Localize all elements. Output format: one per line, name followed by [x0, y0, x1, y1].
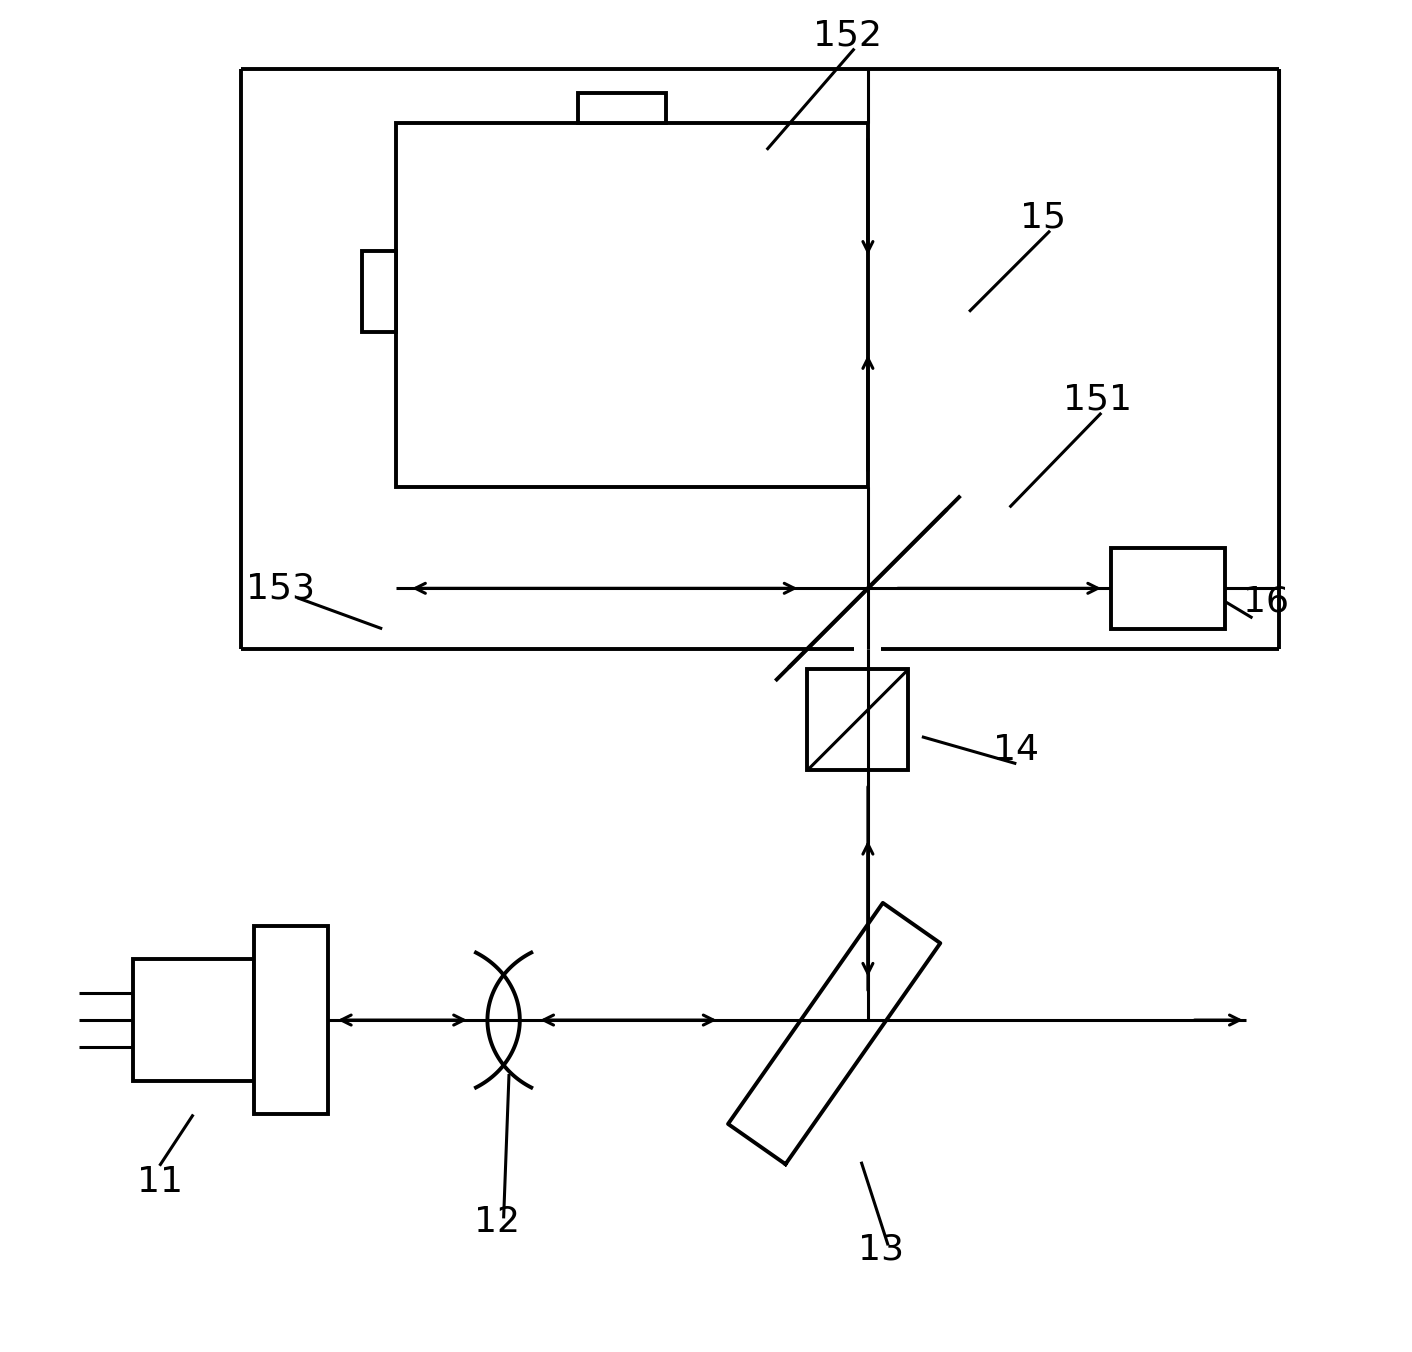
- Text: 11: 11: [137, 1165, 182, 1199]
- Bar: [578, 93, 665, 123]
- Text: 152: 152: [813, 18, 882, 53]
- Text: 14: 14: [993, 733, 1039, 767]
- Text: 15: 15: [1021, 200, 1066, 234]
- Text: 12: 12: [474, 1206, 520, 1240]
- Text: 16: 16: [1243, 585, 1289, 619]
- Text: 13: 13: [858, 1233, 905, 1267]
- Bar: [395, 123, 868, 487]
- Bar: [1111, 548, 1226, 629]
- Bar: [133, 960, 254, 1080]
- Text: 151: 151: [1063, 383, 1132, 416]
- Bar: [254, 926, 328, 1114]
- Text: 153: 153: [247, 572, 315, 606]
- Bar: [361, 251, 395, 333]
- Bar: [808, 669, 908, 771]
